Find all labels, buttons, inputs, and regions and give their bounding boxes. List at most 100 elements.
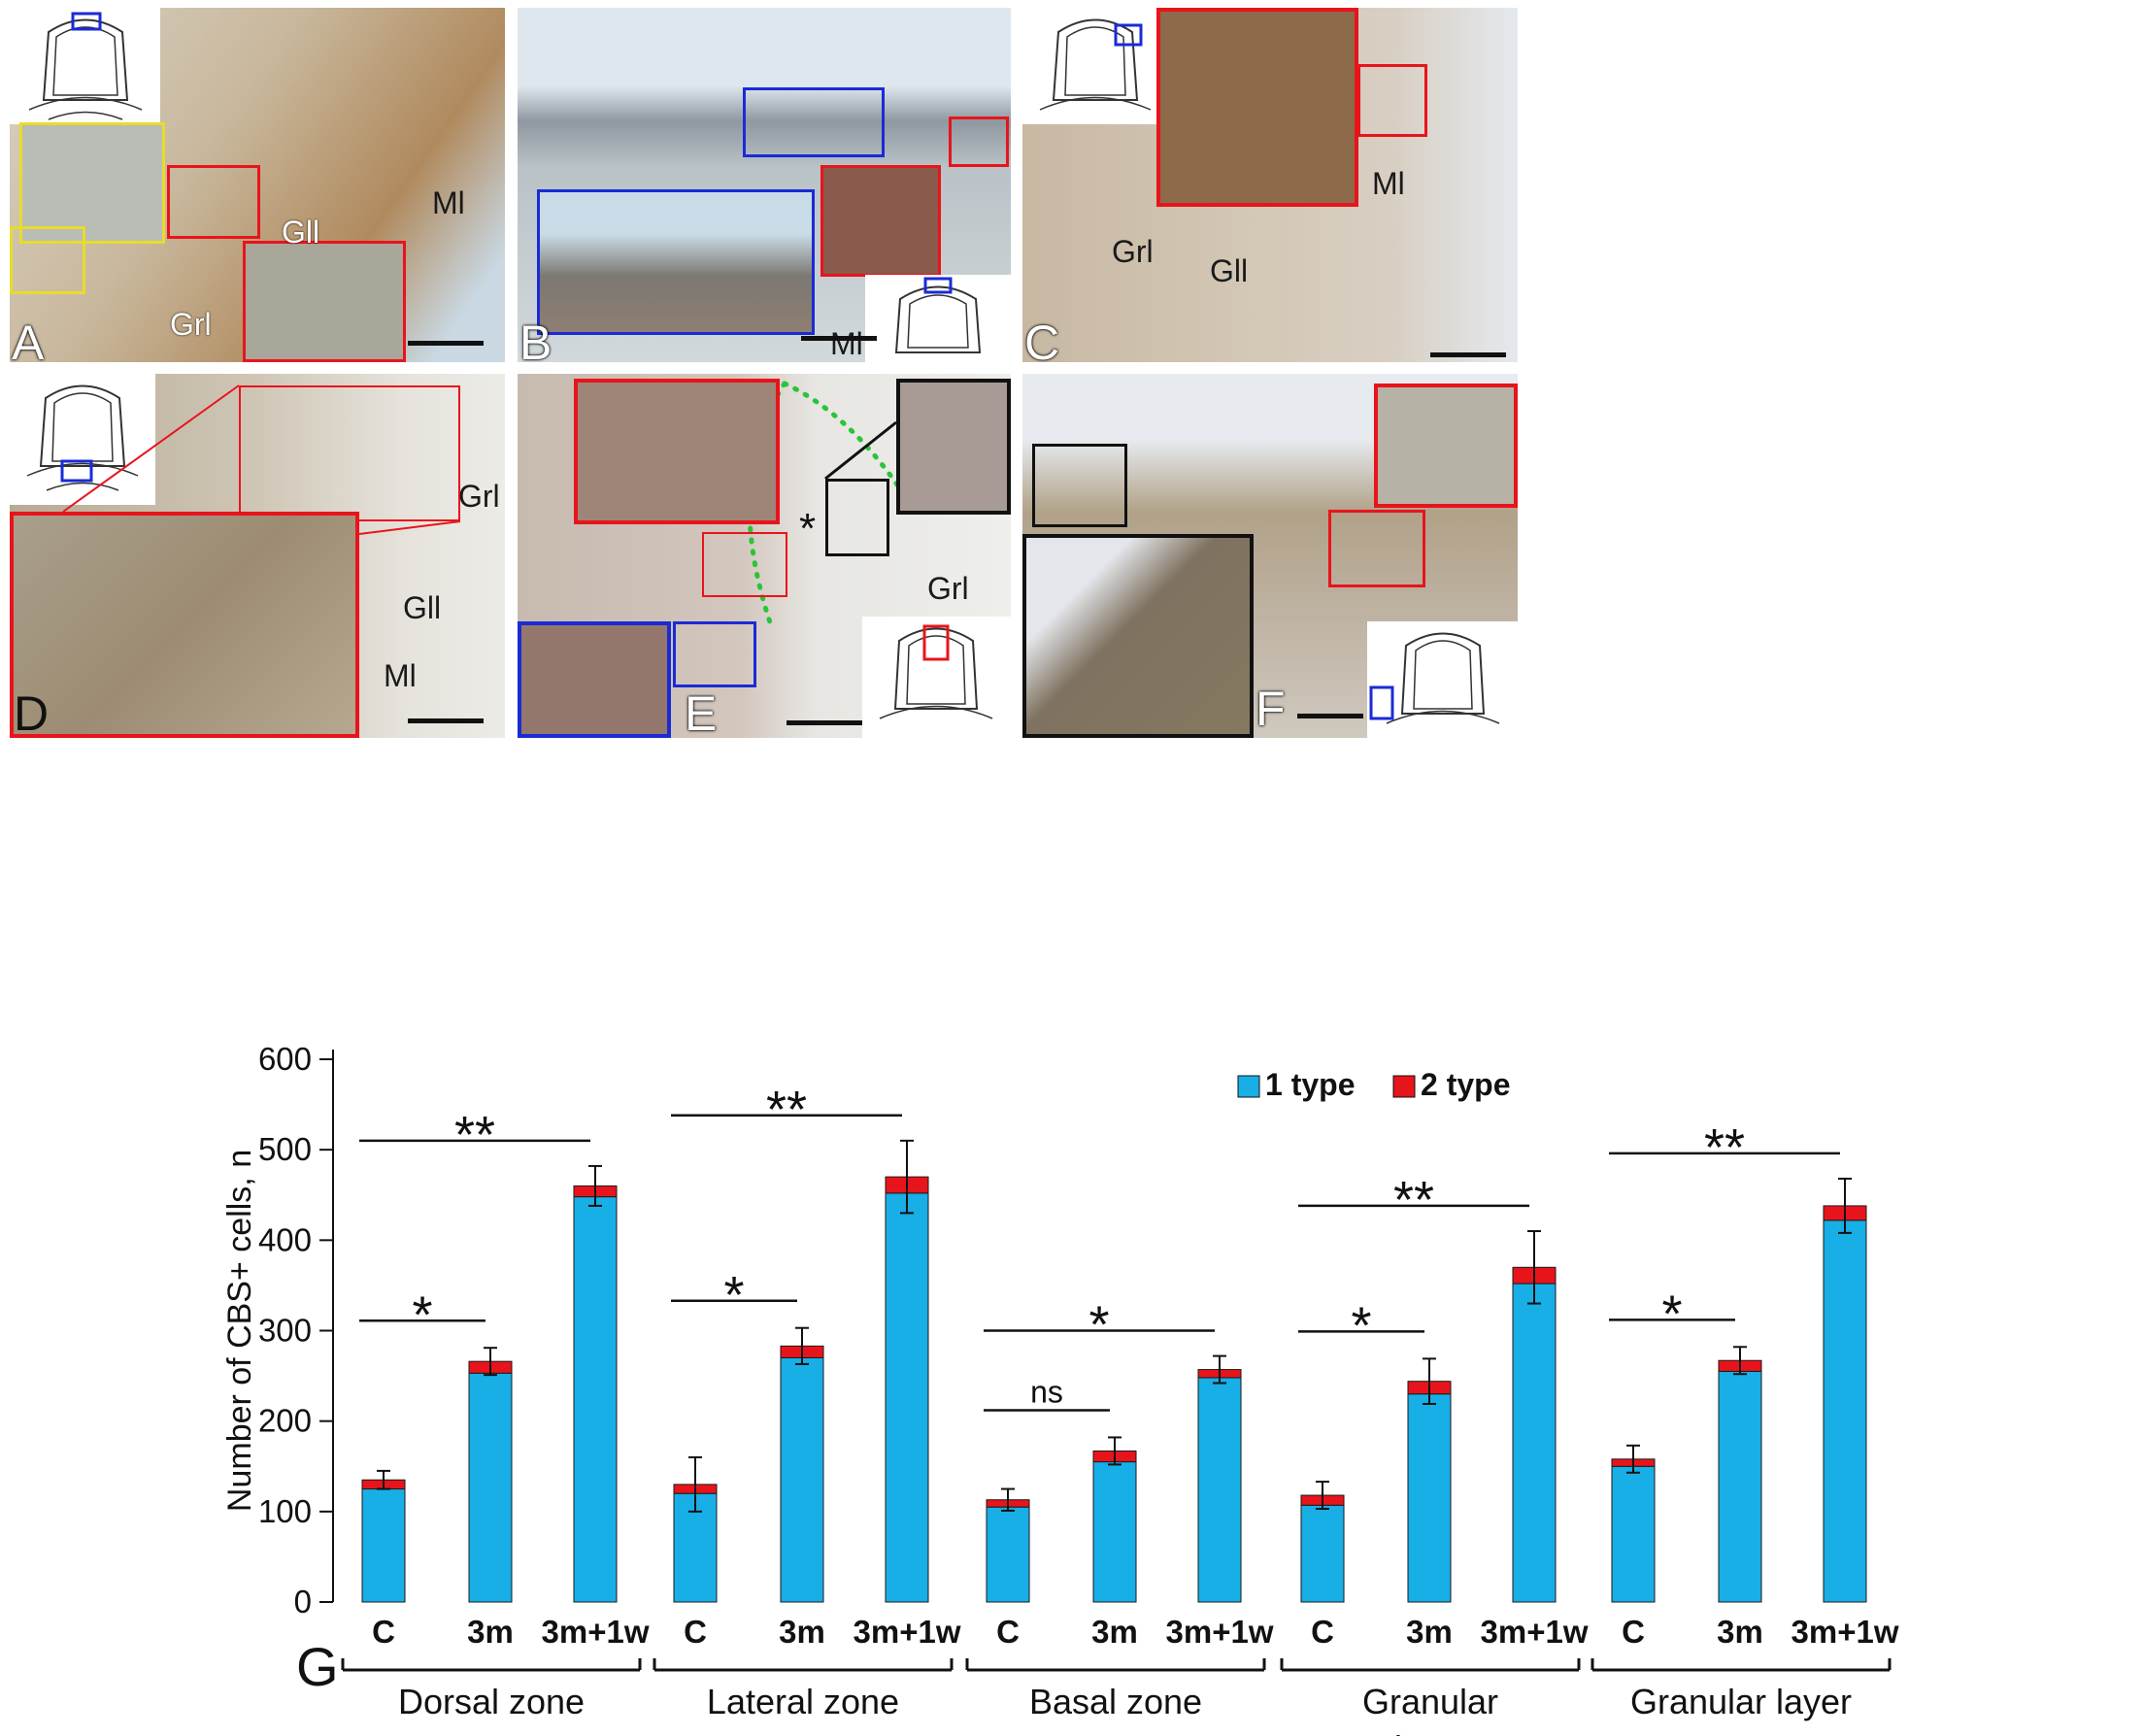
- panel-b: Ml B: [518, 8, 1011, 362]
- region-label-ml-b: Ml: [830, 326, 863, 361]
- black-inset-e: [896, 379, 1011, 515]
- scale-bar-e: [787, 720, 862, 725]
- bar-type1: [1197, 1377, 1242, 1603]
- brain-schematic-b: [865, 275, 1011, 362]
- region-label-ml-c: Ml: [1372, 166, 1405, 201]
- scale-bar-c: [1430, 352, 1506, 357]
- panel-letter-f: F: [1256, 682, 1286, 736]
- black-inset-e-source: [825, 479, 889, 556]
- panel-letter-d: D: [14, 686, 50, 738]
- chart-panel-letter: G: [296, 1636, 339, 1697]
- group-label: Granular: [1362, 1682, 1498, 1721]
- panel-letter-b: B: [519, 316, 552, 362]
- significance-label: *: [412, 1285, 432, 1344]
- scale-bar-a: [408, 341, 484, 346]
- x-tick-label: 3m+1w: [542, 1614, 650, 1650]
- bar-type1: [1407, 1393, 1452, 1603]
- region-label-grl-e: Grl: [927, 571, 969, 606]
- y-tick-label: 600: [258, 1041, 312, 1077]
- x-tick-label: 3m: [1717, 1614, 1763, 1650]
- panel-letter-c: C: [1024, 316, 1060, 362]
- scale-bar-d: [408, 718, 484, 723]
- yellow-inset-a-source: [10, 226, 85, 294]
- region-label-grl-a: Grl: [170, 307, 212, 342]
- red-inset-f-source: [1328, 510, 1425, 587]
- significance-label: **: [1393, 1171, 1434, 1229]
- bar-type1: [885, 1192, 929, 1603]
- group-label: eminences: [1346, 1728, 1515, 1736]
- red-inset-c-source: [1357, 64, 1427, 137]
- y-axis-title: Number of CBS+ cells, n: [221, 1150, 258, 1512]
- legend-swatch-2: [1392, 1075, 1416, 1098]
- blue-inset-e: [518, 621, 671, 738]
- x-tick-label: 3m: [1406, 1614, 1453, 1650]
- significance-label: *: [1088, 1296, 1109, 1354]
- red-inset-f: [1374, 384, 1518, 508]
- significance-label: **: [1704, 1118, 1745, 1177]
- y-tick-label: 0: [294, 1584, 312, 1619]
- panel-f: F: [1022, 374, 1518, 738]
- red-inset-c: [1156, 8, 1358, 207]
- brain-schematic-e: [862, 617, 1011, 738]
- group-label: Dorsal zone: [398, 1682, 585, 1721]
- legend-label-1: 1 type: [1265, 1067, 1355, 1102]
- red-inset-b: [820, 165, 941, 277]
- bar-type1: [986, 1506, 1030, 1603]
- region-label-grl-d: Grl: [458, 479, 500, 514]
- red-inset-d: [10, 512, 359, 738]
- x-tick-label: 3m+1w: [854, 1614, 961, 1650]
- scale-bar-f: [1297, 714, 1363, 718]
- panel-a: Ml Gll Grl A: [10, 8, 505, 362]
- y-tick-label: 400: [258, 1221, 312, 1257]
- bar-type1: [573, 1196, 618, 1603]
- x-tick-label: C: [372, 1614, 395, 1650]
- panel-d: Grl Gll Ml D: [10, 374, 505, 738]
- group-label: Lateral zone: [707, 1682, 899, 1721]
- x-tick-label: 3m: [779, 1614, 825, 1650]
- y-tick-label: 100: [258, 1493, 312, 1529]
- blue-inset-b-source: [743, 87, 885, 157]
- black-inset-f-source: [1032, 444, 1127, 527]
- significance-label: *: [723, 1266, 744, 1324]
- blue-inset-e-source: [673, 621, 756, 687]
- y-tick-label: 300: [258, 1313, 312, 1349]
- brain-schematic-f: [1367, 621, 1518, 738]
- group-label: Basal zone: [1029, 1682, 1202, 1721]
- x-tick-label: 3m+1w: [1791, 1614, 1899, 1650]
- scale-bar-b: [801, 336, 877, 341]
- bar-type1: [1611, 1465, 1656, 1603]
- brain-schematic-c: [1022, 8, 1168, 124]
- red-inset-e: [574, 379, 780, 524]
- y-tick-label: 500: [258, 1131, 312, 1167]
- bar-type1: [1092, 1461, 1137, 1603]
- brain-schematic-a: [10, 8, 160, 124]
- significance-label: **: [766, 1081, 807, 1139]
- x-tick-label: C: [1311, 1614, 1334, 1650]
- chart-legend: 1 type 2 type: [1237, 1067, 1510, 1102]
- significance-label: ns: [1030, 1374, 1063, 1409]
- x-tick-label: C: [684, 1614, 707, 1650]
- region-label-gll-d: Gll: [403, 590, 442, 625]
- region-label-gll-c: Gll: [1210, 253, 1249, 288]
- significance-label: *: [1661, 1285, 1682, 1343]
- panel-letter-e: E: [685, 686, 718, 738]
- red-inset-a-source: [167, 165, 260, 239]
- red-inset-d-source: [239, 385, 460, 521]
- region-label-ml-d: Ml: [384, 658, 417, 693]
- bar-type1: [780, 1356, 824, 1603]
- region-label-grl-c: Grl: [1112, 234, 1154, 269]
- group-label: Granular layer: [1630, 1682, 1852, 1721]
- legend-swatch-1: [1237, 1075, 1260, 1098]
- bar-type1: [1300, 1504, 1345, 1603]
- panel-e: * Grl E: [518, 374, 1011, 738]
- chart-plot: 0 100 200 300 400 500 600 Number of CBS+ cells,…: [221, 1041, 1899, 1736]
- bar-type1: [1823, 1219, 1867, 1603]
- inset-connector-e: [824, 420, 897, 481]
- region-label-ml-a: Ml: [432, 185, 465, 220]
- bar-type1: [1718, 1370, 1762, 1603]
- panel-letter-a: A: [12, 316, 45, 362]
- legend-label-2: 2 type: [1421, 1067, 1510, 1102]
- x-tick-label: C: [996, 1614, 1020, 1650]
- brain-schematic-d: [10, 374, 155, 505]
